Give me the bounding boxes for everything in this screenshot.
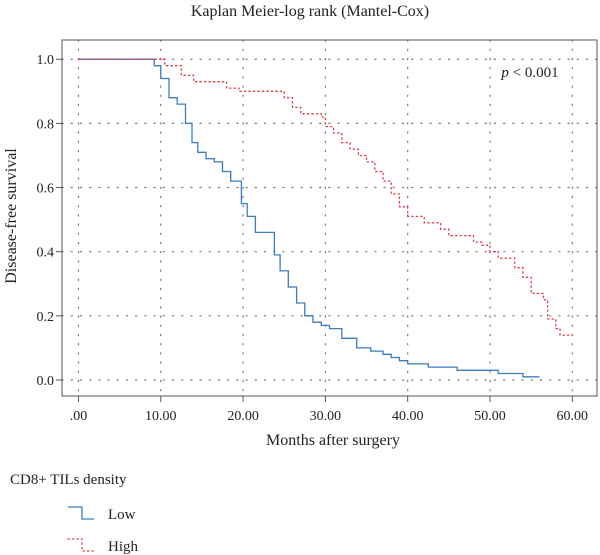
p-value-annotation: p < 0.001	[500, 65, 558, 81]
y-tick-label: 0.4	[37, 246, 55, 261]
series-high-line	[77, 58, 573, 336]
y-tick-label: 0.8	[37, 117, 55, 132]
y-axis-label: Disease-free survival	[3, 148, 20, 284]
x-tick-label: 20.00	[227, 409, 259, 424]
y-tick-label: 0.0	[37, 374, 55, 389]
chart-title: Kaplan Meier-log rank (Mantel-Cox)	[191, 3, 429, 20]
legend-swatch-low	[68, 506, 94, 520]
x-tick-label: 50.00	[474, 409, 506, 424]
legend-swatch-high	[67, 538, 95, 552]
x-axis-ticks: .00 10.00 20.00 30.00 40.00 50.00 60.00	[70, 396, 588, 424]
legend-title: CD8+ TILs density	[10, 472, 127, 488]
series-low-line	[78, 58, 540, 378]
y-tick-label: 0.6	[37, 182, 55, 197]
x-tick-label: 40.00	[392, 409, 424, 424]
p-value-symbol: p	[500, 65, 509, 81]
y-axis-ticks: 0.0 0.2 0.4 0.6 0.8 1.0	[37, 53, 62, 389]
y-tick-label: 0.2	[37, 310, 55, 325]
plot-frame	[61, 39, 598, 397]
grid-lines	[61, 39, 598, 397]
y-tick-label: 1.0	[37, 53, 55, 68]
x-tick-label: .00	[70, 409, 88, 424]
survival-curves	[77, 58, 573, 378]
x-tick-label: 10.00	[145, 409, 177, 424]
legend: CD8+ TILs density Low High	[10, 472, 139, 555]
legend-label-low: Low	[108, 507, 136, 523]
x-axis-label: Months after surgery	[266, 432, 400, 449]
p-value-text: < 0.001	[509, 65, 559, 81]
x-tick-label: 30.00	[310, 409, 342, 424]
legend-label-high: High	[108, 539, 139, 555]
x-tick-label: 60.00	[557, 409, 589, 424]
